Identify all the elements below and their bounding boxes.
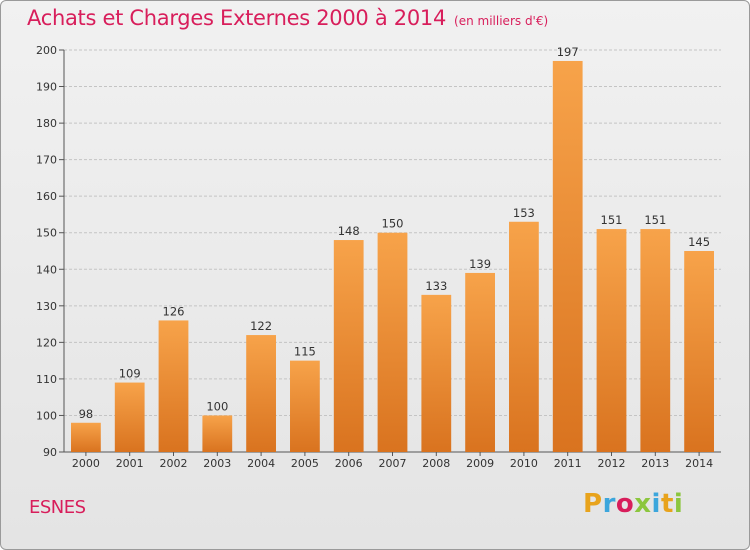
chart-subtitle: (en milliers d'€) (454, 14, 549, 28)
value-label: 139 (469, 257, 491, 271)
value-label: 197 (557, 45, 579, 59)
value-label: 98 (79, 407, 94, 421)
x-tick-label: 2003 (203, 457, 231, 470)
chart-title: Achats et Charges Externes 2000 à 2014 (e… (27, 6, 548, 30)
bar (158, 320, 189, 452)
x-tick-label: 2009 (466, 457, 494, 470)
bar (246, 335, 276, 452)
bar (465, 272, 495, 452)
x-tick-label: 2011 (554, 457, 582, 470)
x-tick-label: 2000 (72, 457, 100, 470)
y-tick-label: 90 (43, 446, 57, 459)
logo-letter: P (583, 489, 603, 519)
x-tick-label: 2005 (291, 457, 319, 470)
value-label: 150 (382, 217, 404, 231)
place-name: ESNES (29, 497, 86, 518)
logo-letter: i (673, 489, 684, 519)
x-tick-label: 2006 (335, 457, 363, 470)
proxiti-logo[interactable]: Proxiti (583, 489, 683, 519)
bar (552, 60, 583, 453)
bar (71, 422, 101, 452)
bar (202, 415, 233, 452)
chart-title-text: Achats et Charges Externes 2000 à 2014 (27, 6, 447, 30)
value-label: 122 (250, 319, 272, 333)
logo-letter: x (634, 489, 652, 519)
y-tick-labels: 90 100 110 120 130 140 150 160 170 180 190 200 (36, 44, 57, 459)
bar (509, 221, 539, 452)
x-tick-label: 2010 (510, 457, 538, 470)
logo-letter: t (660, 489, 674, 519)
value-label: 151 (644, 213, 666, 227)
value-label: 148 (338, 224, 360, 238)
value-label: 115 (294, 345, 316, 359)
x-tick-label: 2014 (685, 457, 713, 470)
value-label: 109 (119, 367, 141, 381)
y-tick-label: 130 (36, 300, 57, 313)
logo-letter: o (615, 489, 635, 519)
value-label: 151 (601, 213, 623, 227)
x-tick-labels: 2000 2001 2002 2003 2004 2005 2006 2007 2008 2009… (72, 457, 713, 470)
x-tick-label: 2001 (116, 457, 144, 470)
y-tick-label: 120 (36, 336, 57, 349)
bar (684, 251, 714, 452)
value-labels: 98 109 126 100 122 115 148 150 133 139 153 197 151 15… (79, 45, 710, 421)
bar (596, 229, 627, 452)
y-tick-label: 170 (36, 154, 57, 167)
logo-letter: r (602, 489, 616, 519)
x-tick-label: 2002 (160, 457, 188, 470)
x-tick-label: 2004 (247, 457, 275, 470)
y-tick-label: 150 (36, 227, 57, 240)
value-label: 133 (425, 279, 447, 293)
value-label: 145 (688, 235, 710, 249)
x-tick-label: 2008 (422, 457, 450, 470)
y-tick-label: 180 (36, 117, 57, 130)
x-tick-label: 2007 (379, 457, 407, 470)
value-label: 100 (206, 399, 228, 413)
y-tick-label: 140 (36, 263, 57, 276)
bar (333, 240, 364, 452)
value-label: 153 (513, 206, 535, 220)
x-tick-label: 2012 (598, 457, 626, 470)
y-tick-label: 110 (36, 373, 57, 386)
logo-letter: i (651, 489, 661, 519)
bar (640, 229, 671, 452)
x-tick-label: 2013 (641, 457, 669, 470)
bars (71, 60, 714, 453)
y-tick-label: 100 (36, 409, 57, 422)
bar (114, 382, 145, 452)
y-tick-label: 190 (36, 81, 57, 94)
y-tick-label: 160 (36, 190, 57, 203)
value-label: 126 (163, 304, 185, 318)
bar (377, 232, 408, 452)
bar (421, 294, 452, 452)
bar (290, 360, 320, 452)
y-tick-label: 200 (36, 44, 57, 57)
